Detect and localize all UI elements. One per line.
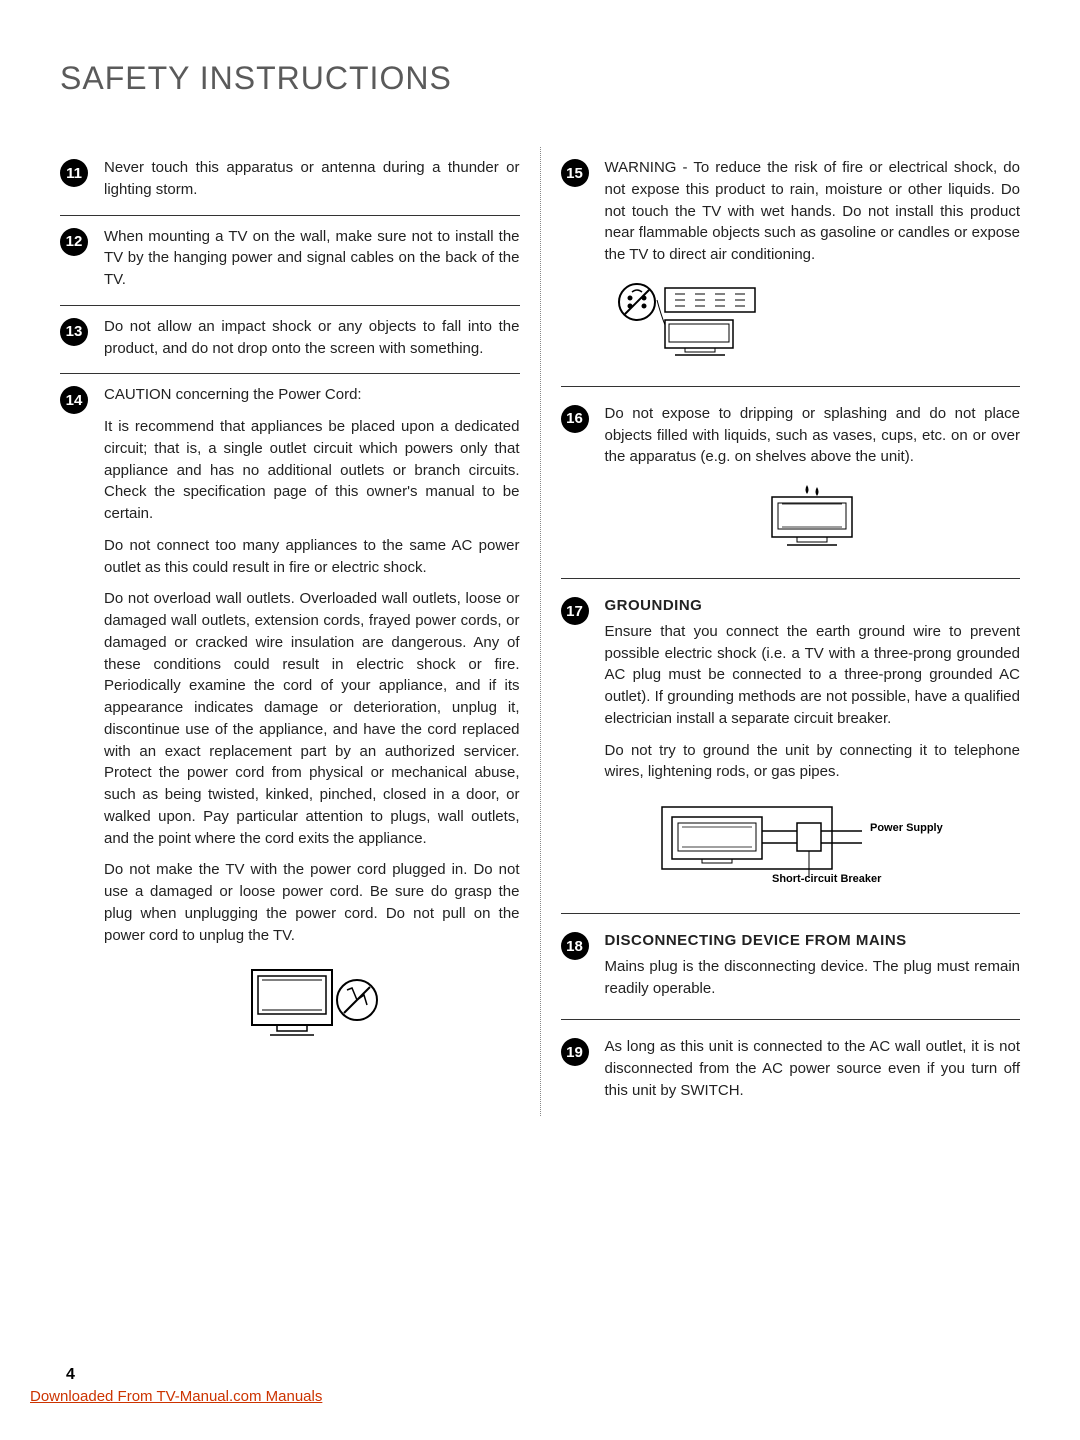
text-18: DISCONNECTING DEVICE FROM MAINS Mains pl…	[605, 930, 1021, 999]
item-19: 19 As long as this unit is connected to …	[561, 1026, 1021, 1115]
source-link[interactable]: Downloaded From TV-Manual.com Manuals	[30, 1388, 322, 1405]
p14-4: Do not make the TV with the power cord p…	[104, 859, 520, 946]
right-column: 15 WARNING - To reduce the risk of fire …	[540, 147, 1021, 1116]
p14-3: Do not overload wall outlets. Overloaded…	[104, 588, 520, 849]
text-16: Do not expose to dripping or splashing a…	[605, 403, 1021, 558]
item-12: 12 When mounting a TV on the wall, make …	[60, 215, 520, 305]
divider	[561, 578, 1021, 579]
dripping-diagram	[605, 482, 1021, 552]
page-footer: 4 Downloaded From TV-Manual.com Manuals	[30, 1366, 1020, 1406]
item-17: 17 GROUNDING Ensure that you connect the…	[561, 585, 1021, 907]
caution-lead: CAUTION concerning the Power Cord:	[104, 384, 520, 406]
text-14: CAUTION concerning the Power Cord: It is…	[104, 384, 520, 1046]
page-title: SAFETY INSTRUCTIONS	[60, 60, 1020, 97]
p17-1: Ensure that you connect the earth ground…	[605, 621, 1021, 730]
item-15: 15 WARNING - To reduce the risk of fire …	[561, 147, 1021, 380]
tv-plug-diagram	[104, 960, 520, 1040]
badge-17: 17	[561, 597, 589, 625]
badge-19: 19	[561, 1038, 589, 1066]
item-16: 16 Do not expose to dripping or splashin…	[561, 393, 1021, 572]
badge-16: 16	[561, 405, 589, 433]
left-column: 11 Never touch this apparatus or antenna…	[60, 147, 520, 1116]
text-17: GROUNDING Ensure that you connect the ea…	[605, 595, 1021, 893]
text-12: When mounting a TV on the wall, make sur…	[104, 226, 520, 291]
two-column-layout: 11 Never touch this apparatus or antenna…	[60, 147, 1020, 1116]
divider	[561, 913, 1021, 914]
disconnect-head: DISCONNECTING DEVICE FROM MAINS	[605, 930, 1021, 952]
text-13: Do not allow an impact shock or any obje…	[104, 316, 520, 360]
divider	[561, 386, 1021, 387]
p14-2: Do not connect too many appliances to th…	[104, 535, 520, 579]
item-11: 11 Never touch this apparatus or antenna…	[60, 147, 520, 215]
item-14: 14 CAUTION concerning the Power Cord: It…	[60, 373, 520, 1060]
badge-11: 11	[60, 159, 88, 187]
item-13: 13 Do not allow an impact shock or any o…	[60, 305, 520, 374]
grounding-head: GROUNDING	[605, 595, 1021, 617]
ac-warning-diagram	[605, 280, 1021, 360]
text-15: WARNING - To reduce the risk of fire or …	[605, 157, 1021, 366]
badge-15: 15	[561, 159, 589, 187]
badge-13: 13	[60, 318, 88, 346]
badge-18: 18	[561, 932, 589, 960]
badge-12: 12	[60, 228, 88, 256]
page-number: 4	[30, 1366, 1020, 1384]
divider	[561, 1019, 1021, 1020]
label-breaker: Short-circuit Breaker	[772, 873, 882, 885]
grounding-diagram: Power Supply Short-circuit Breaker	[605, 797, 1021, 887]
p17-2: Do not try to ground the unit by connect…	[605, 740, 1021, 784]
badge-14: 14	[60, 386, 88, 414]
p14-1: It is recommend that appliances be place…	[104, 416, 520, 525]
item-18: 18 DISCONNECTING DEVICE FROM MAINS Mains…	[561, 920, 1021, 1013]
text-19: As long as this unit is connected to the…	[605, 1036, 1021, 1101]
label-power: Power Supply	[870, 822, 944, 834]
text-11: Never touch this apparatus or antenna du…	[104, 157, 520, 201]
